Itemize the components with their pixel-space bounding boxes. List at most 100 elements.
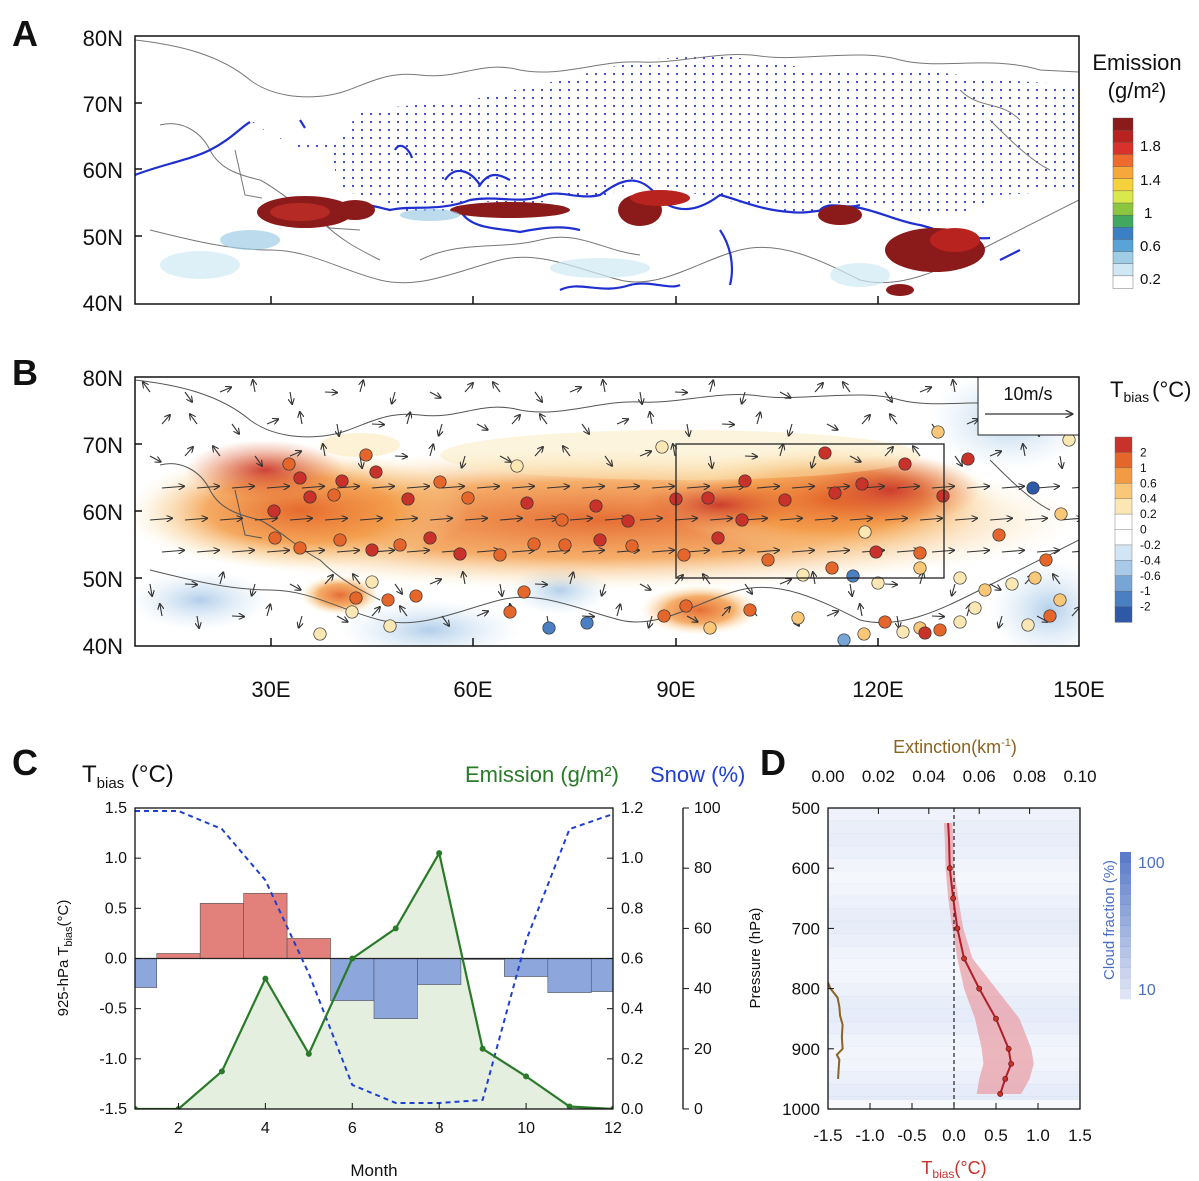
station-marker [621, 514, 635, 528]
wind-arrow [301, 550, 324, 552]
panel-d-pressure-axis: 500 600 700 800 900 1000 [782, 799, 834, 1119]
station-marker [409, 589, 423, 603]
tbias-colorbar-box [1114, 590, 1133, 608]
station-marker [855, 477, 869, 491]
wind-arrow [999, 615, 1002, 628]
station-marker [913, 561, 927, 575]
wind-arrow [323, 444, 325, 457]
wind-arrow [430, 444, 433, 457]
station-marker [1053, 593, 1067, 607]
station-marker [1062, 433, 1076, 447]
profile-point [1008, 1060, 1015, 1067]
tbias-bar [199, 903, 244, 959]
wind-arrow [744, 583, 752, 594]
tbias-colorbar-tick: 0 [1140, 523, 1147, 537]
station-marker [503, 605, 517, 619]
pressure-axis-tick-label: 800 [792, 980, 820, 999]
wind-arrow [231, 616, 244, 617]
wind-arrow [989, 518, 1012, 520]
wind-arrow [143, 382, 151, 393]
pressure-axis-tick-label: 600 [792, 859, 820, 878]
wind-arrow [476, 423, 488, 430]
wind-arrow [603, 380, 605, 393]
station-marker [961, 452, 975, 466]
cloud-band [828, 945, 1080, 959]
emission-point [349, 955, 356, 962]
cloud-tick-10: 10 [1138, 982, 1156, 999]
station-marker [383, 619, 397, 633]
panel-d-tbias-axis: -1.5 -1.0 -0.5 0.0 0.5 1.0 1.5 [813, 1103, 1092, 1145]
emission-axis-tick-label: 0.8 [621, 900, 643, 917]
station-marker [555, 513, 569, 527]
wind-arrow [161, 550, 184, 552]
wind-arrow [324, 575, 333, 585]
vector-key: 10m/s [977, 377, 1079, 436]
wind-arrow [897, 615, 899, 628]
wind-arrow [406, 550, 429, 552]
emission-tick-1: 1 [1144, 205, 1152, 222]
tbias-bar [417, 958, 462, 985]
wind-arrow [400, 606, 408, 617]
wind-arrow [266, 419, 278, 424]
station-marker [796, 568, 810, 582]
wind-arrow [371, 486, 394, 488]
snow-axis-tick-label: 0 [694, 1101, 703, 1118]
station-markers [267, 425, 1076, 646]
panel-b: B [12, 352, 1191, 702]
tbias-axis-tick-label: 0.5 [984, 1126, 1008, 1145]
station-marker [857, 627, 871, 641]
emission-colorbar-box [1112, 202, 1134, 216]
wind-arrow [534, 447, 543, 457]
wind-arrow [184, 518, 207, 520]
station-marker [931, 425, 945, 439]
wind-arrow [581, 486, 604, 488]
emission-colorbar-box [1112, 129, 1134, 143]
station-marker [433, 475, 447, 489]
emission-colorbar-box [1112, 117, 1134, 131]
wind-arrow [709, 518, 732, 520]
wind-arrow [220, 572, 223, 585]
extinction-line [828, 982, 844, 1079]
wind-arrow [476, 611, 488, 616]
station-marker [701, 491, 715, 505]
wind-arrow [843, 382, 851, 393]
cloud-fraction-colorbar: 100 10 Cloud fraction (%) [1101, 852, 1165, 1000]
station-marker [978, 583, 992, 597]
wind-arrow [1024, 518, 1047, 520]
lat-label-80n: 80N [83, 26, 123, 51]
left-axis-tick-label: 0.0 [105, 951, 127, 968]
wind-arrow [196, 486, 219, 488]
wind-arrow [1001, 550, 1024, 552]
wind-arrow [989, 583, 1001, 590]
tbias-colorbar: Tbias (°C) 2 10.6 0.40.2 0-0.2-0.4 -0.6-1 -2 [1110, 377, 1191, 623]
wind-arrow [954, 518, 977, 520]
tbias-colorbar-box [1114, 529, 1133, 546]
wind-arrow [884, 391, 892, 402]
wind-arrow [441, 486, 464, 488]
wind-arrow [546, 486, 569, 488]
cloud-band [828, 808, 1080, 822]
snow-axis-tick-label: 80 [694, 860, 712, 877]
wind-arrow [353, 574, 361, 585]
wind-arrow [394, 456, 407, 457]
tbias-axis-tick-label: -1.5 [813, 1126, 842, 1145]
tbias-colorbar-box [1114, 452, 1133, 469]
tbias-colorbar-box [1114, 483, 1133, 500]
cloud-colorbar-box [1120, 978, 1131, 989]
lon-label-60e: 60E [453, 677, 492, 702]
station-marker [1043, 609, 1057, 623]
panel-c-snow-title: Snow (%) [650, 762, 745, 787]
wind-arrow [266, 550, 289, 552]
panel-c-left-axis: 1.5 1.0 0.5 0.0 -0.5 -1.0 -1.5 [99, 800, 141, 1118]
station-marker [423, 531, 437, 545]
station-marker [313, 627, 327, 641]
station-marker [953, 571, 967, 585]
wind-arrow [1060, 455, 1062, 468]
tbias-colorbar-tick: 2 [1140, 445, 1147, 459]
tbias-bar [373, 958, 418, 1020]
station-marker [711, 531, 725, 545]
station-marker [365, 575, 379, 589]
station-marker [401, 492, 415, 506]
station-marker [542, 621, 556, 635]
profile-point [976, 985, 983, 992]
